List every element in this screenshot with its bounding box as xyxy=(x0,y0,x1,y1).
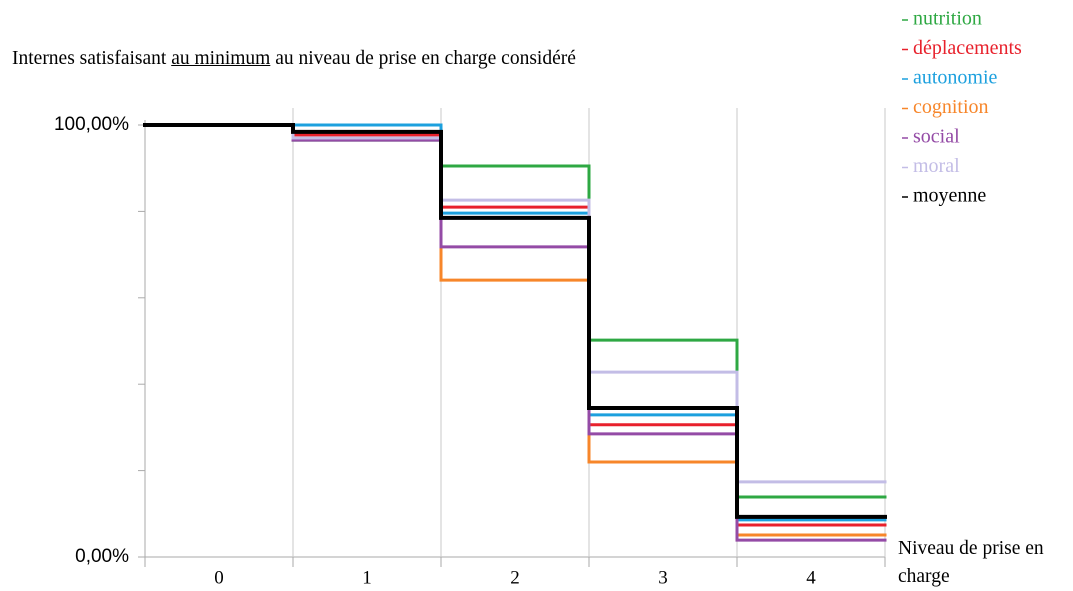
title-emphasis: au minimum xyxy=(171,48,271,69)
legend-label: autonomie xyxy=(913,67,998,89)
legend-label: moral xyxy=(913,155,960,177)
title-text: Internes satisfaisant xyxy=(12,48,172,69)
y-tick-label: 100,00% xyxy=(54,114,129,135)
legend-label: cognition xyxy=(913,96,989,118)
x-tick-label: 4 xyxy=(806,567,816,588)
legend-label: nutrition xyxy=(913,8,982,30)
x-tick-label: 3 xyxy=(658,567,668,588)
legend-label: déplacements xyxy=(913,37,1022,59)
x-tick-label: 0 xyxy=(214,567,224,588)
x-tick-label: 1 xyxy=(362,567,372,588)
y-tick-label: 0,00% xyxy=(75,546,129,567)
x-axis-label: Niveau de prise en charge xyxy=(898,538,1044,587)
legend-label: social xyxy=(913,126,960,148)
x-tick-label: 2 xyxy=(510,567,520,588)
chart-title: Internes satisfaisant au minimum au nive… xyxy=(12,44,602,73)
title-text: au niveau de prise en charge considéré xyxy=(270,48,576,69)
legend-label: moyenne xyxy=(913,185,986,207)
